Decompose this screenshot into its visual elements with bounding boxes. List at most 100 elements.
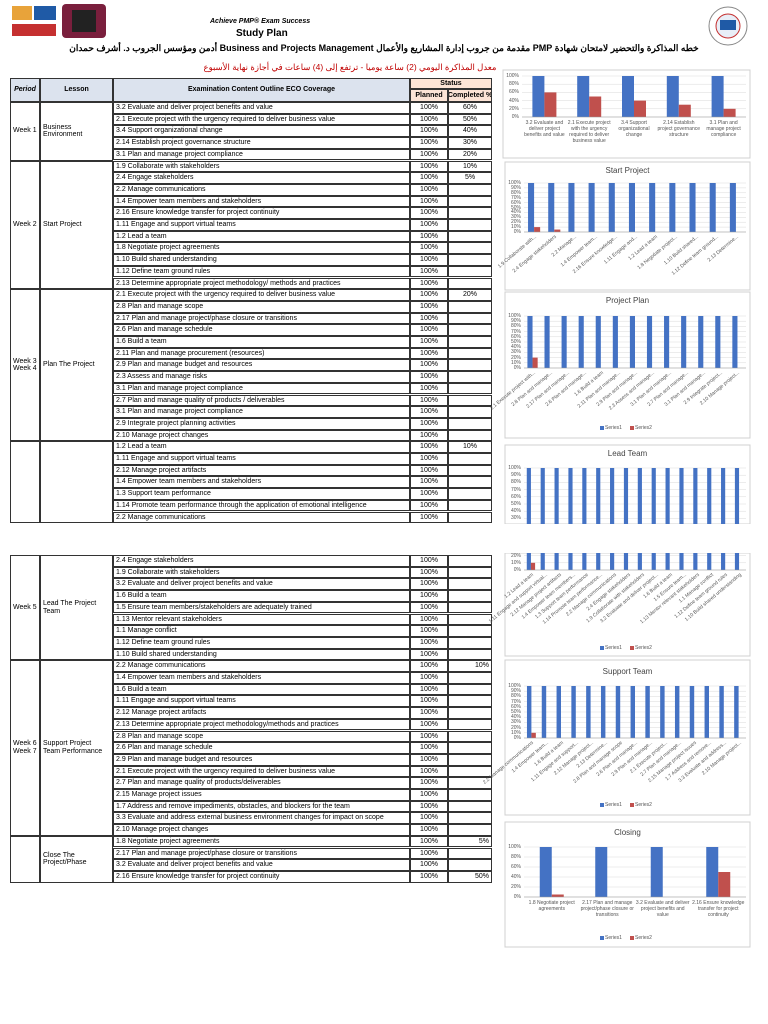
planned-cell: 100% <box>410 382 448 395</box>
completed-cell <box>448 789 492 801</box>
eco-cell: 3.4 Support organizational change <box>113 125 410 138</box>
bar <box>666 76 679 117</box>
y-tick-label: 40% <box>510 714 521 721</box>
period-cell: Week 6 Week 7 <box>10 660 40 836</box>
eco-cell: 2.15 Manage project issues <box>113 789 410 801</box>
period-cell: Week 2 <box>10 160 40 290</box>
bar <box>732 316 738 368</box>
header-cell: Status <box>410 78 492 89</box>
bar <box>689 686 695 738</box>
completed-cell <box>448 183 492 196</box>
completed-cell <box>448 453 492 465</box>
x-tick-label: 2.1 Execute project with the urgency req… <box>567 120 611 144</box>
planned-cell: 100% <box>410 230 448 243</box>
bar <box>634 100 646 117</box>
planned-cell: 100% <box>410 406 448 418</box>
y-tick-label: 50% <box>510 501 521 507</box>
logo-left <box>12 4 106 38</box>
period-cell: Week 1 <box>10 102 40 161</box>
period: Week 3 <box>13 357 37 365</box>
y-tick-label: 80% <box>510 479 521 486</box>
completed-cell: 5% <box>448 172 492 184</box>
planned-cell: 100% <box>410 648 448 661</box>
y-tick-label: 10% <box>510 359 521 366</box>
bar <box>679 468 684 570</box>
bar <box>540 468 545 570</box>
planned-cell: 100% <box>410 730 448 743</box>
planned-cell: 100% <box>410 417 448 430</box>
completed-cell <box>448 695 492 708</box>
completed-cell <box>448 683 492 696</box>
completed-cell: 10% <box>448 441 492 453</box>
header-cell: Completed % <box>448 89 492 102</box>
y-tick-label: 10% <box>510 559 521 566</box>
eco-cell: 1.13 Mentor relevant stakeholders <box>113 613 410 626</box>
completed-cell <box>448 566 492 579</box>
bar <box>554 229 561 232</box>
period-cell: Week 3 Week 4 <box>10 289 40 442</box>
planned-cell: 100% <box>410 625 448 637</box>
y-tick-label: 60% <box>510 703 521 710</box>
completed-cell: 50% <box>448 870 492 883</box>
bar <box>721 468 726 570</box>
eco-cell: 1.4 Empower team members and stakeholder… <box>113 476 410 489</box>
bar <box>526 468 531 570</box>
eco-cell: 1.1 Manage conflict <box>113 625 410 637</box>
y-tick-label: 0% <box>511 114 519 120</box>
planned-cell: 100% <box>410 324 448 336</box>
legend-swatch <box>600 803 604 807</box>
legend-label: Series1 <box>605 425 622 431</box>
planned-cell: 100% <box>410 683 448 696</box>
period: Week 2 <box>13 221 37 228</box>
planned-cell: 100% <box>410 742 448 754</box>
period: Week 5 <box>13 603 37 611</box>
eco-cell: 2.17 Plan and manage project/phase closu… <box>113 312 410 325</box>
bar <box>664 316 670 368</box>
completed-cell <box>448 812 492 825</box>
y-tick-label: 60% <box>510 864 521 870</box>
y-tick-label: 50% <box>510 709 521 715</box>
completed-cell <box>448 765 492 778</box>
eco-cell: 1.7 Address and remove impediments, obst… <box>113 800 410 813</box>
eco-cell: 1.6 Build a team <box>113 683 410 696</box>
legend-swatch <box>630 936 634 940</box>
eco-cell: 1.5 Ensure team members/stakeholders are… <box>113 601 410 614</box>
x-tick-label: 2.16 Ensure knowledge transfer for proje… <box>692 900 745 918</box>
planned-cell: 100% <box>410 835 448 848</box>
bar <box>577 76 590 117</box>
y-tick-label: 0% <box>513 567 521 573</box>
legend-swatch <box>600 936 604 940</box>
y-tick-label: 80% <box>510 854 521 860</box>
bar <box>734 686 739 738</box>
bar <box>586 686 591 738</box>
y-tick-label: 60% <box>510 333 521 340</box>
bar <box>669 183 676 232</box>
bar <box>689 183 696 232</box>
chart-title: Closing <box>614 828 641 837</box>
y-tick-label: 90% <box>510 688 521 695</box>
completed-cell <box>448 324 492 336</box>
eco-cell: 2.13 Determine appropriate project metho… <box>113 277 410 290</box>
completed-cell <box>448 648 492 661</box>
completed-cell <box>448 499 492 512</box>
planned-cell: 100% <box>410 289 448 301</box>
planned-cell: 100% <box>410 765 448 778</box>
bar <box>596 468 601 570</box>
completed-cell <box>448 476 492 489</box>
legend-label: Series1 <box>605 935 622 941</box>
y-tick-label: 20% <box>510 354 521 361</box>
bar <box>660 686 665 738</box>
bar <box>650 847 663 897</box>
y-tick-label: 30% <box>510 515 521 522</box>
eco-cell: 1.8 Negotiate project agreements <box>113 835 410 848</box>
bar <box>651 468 656 570</box>
completed-cell <box>448 394 492 407</box>
eco-cell: 1.2 Lead a team <box>113 441 410 453</box>
bar <box>623 468 629 570</box>
chart-frame <box>504 291 751 439</box>
planned-cell: 100% <box>410 441 448 453</box>
completed-cell <box>448 488 492 500</box>
planned-cell: 100% <box>410 172 448 184</box>
planned-cell: 100% <box>410 242 448 255</box>
eco-cell: 2.9 Plan and manage budget and resources <box>113 359 410 372</box>
